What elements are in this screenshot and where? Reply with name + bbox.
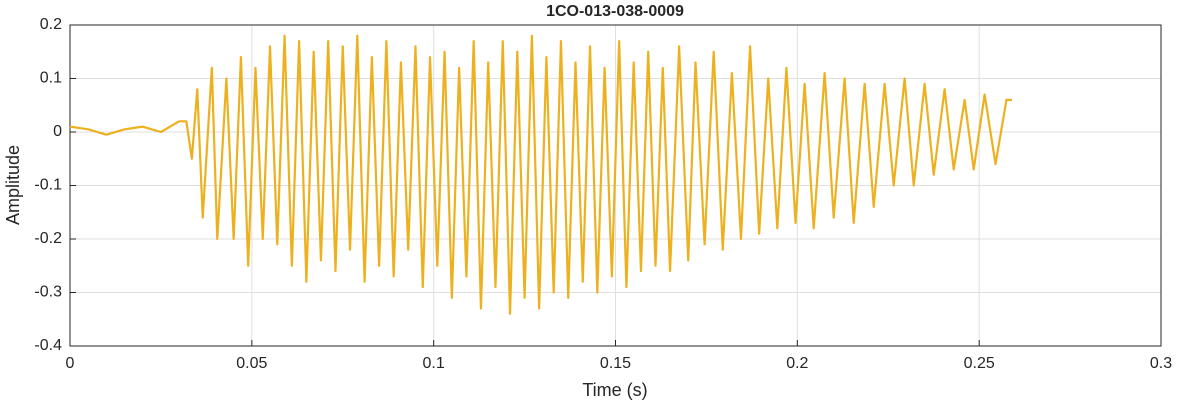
y-tick-label: -0.4 [34,337,62,354]
x-tick-label: 0.1 [423,355,445,372]
y-tick-label: -0.1 [34,177,62,194]
x-axis-label: Time (s) [582,380,647,400]
y-axis-label: Amplitude [3,145,23,225]
x-tick-label: 0.3 [1150,355,1172,372]
plot-frame [69,24,1162,347]
y-tick-label: -0.2 [34,230,62,247]
x-tick-label: 0.15 [600,355,631,372]
x-tick-label: 0.2 [786,355,808,372]
x-tick-label: 0.25 [964,355,995,372]
x-tick-label: 0 [66,355,75,372]
y-tick-label: -0.3 [34,284,62,301]
y-tick-label: 0 [53,123,62,140]
y-tick-label: 0.2 [40,16,62,33]
y-tick-label: 0.1 [40,70,62,87]
chart-title: 1CO-013-038-0009 [546,3,684,20]
x-tick-label: 0.05 [236,355,267,372]
waveform-line [69,34,1012,315]
